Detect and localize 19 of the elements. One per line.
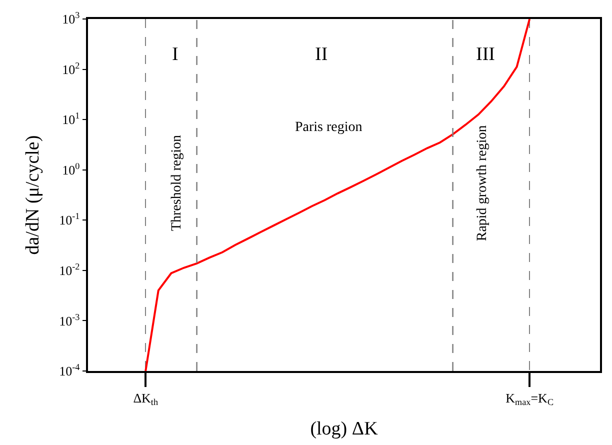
y-tick-label: 10$^{-4}$ — [59, 362, 80, 379]
y-tick-label: 10$^{-1}$ — [59, 211, 80, 228]
y-tick-label: 10$^{-2}$ — [59, 262, 80, 278]
y-tick-label: 10$^{1}$ — [62, 110, 80, 128]
y-tick-label: 10$^{2}$ — [62, 60, 80, 77]
y-tick-label: 10$^{0}$ — [62, 160, 80, 178]
y-axis-title: da/dN (μ/cycle) — [22, 135, 44, 255]
y-tick-label: 10$^{3}$ — [62, 10, 80, 27]
annotation: Paris region — [295, 120, 362, 135]
x-tick-label: ΔK$_{th}$ — [133, 390, 158, 408]
annotation: Threshold region — [170, 135, 185, 232]
annotation: II — [315, 44, 328, 65]
line-series — [144, 19, 531, 371]
x-tick-label: K$_{max}$=K$_{C}$ — [506, 390, 554, 408]
y-tick-label: 10$^{-3}$ — [59, 312, 80, 328]
annotation: I — [172, 44, 178, 65]
annotation: III — [476, 44, 495, 65]
annotation: Rapid growth region — [474, 125, 490, 242]
x-axis-title: (log) ΔK — [310, 418, 378, 440]
